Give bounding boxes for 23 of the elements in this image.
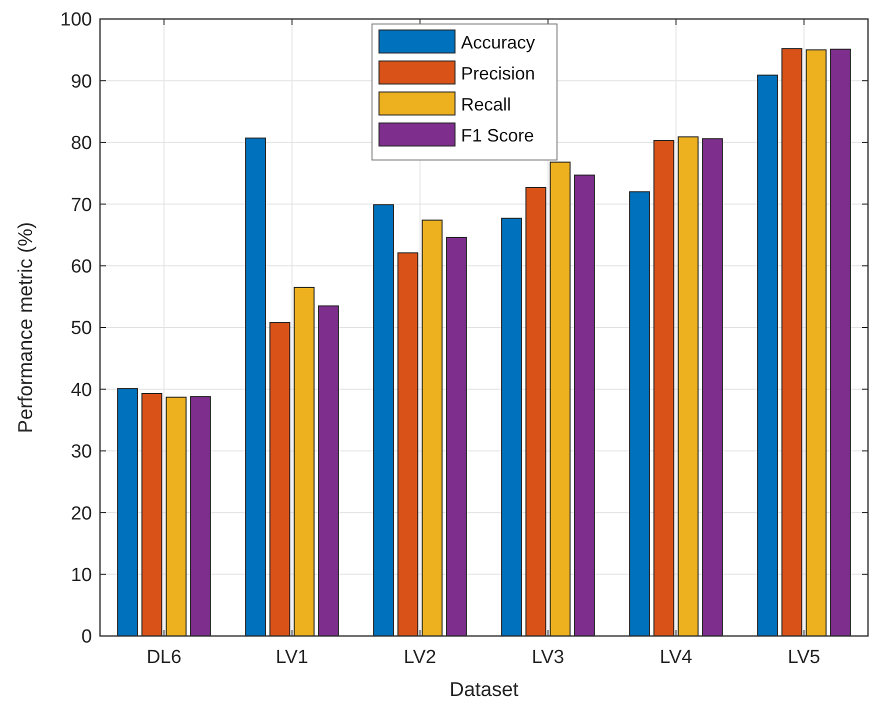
x-tick-label: LV1 [276,647,308,668]
y-tick-label: 40 [70,380,92,401]
y-tick-label: 50 [70,318,92,340]
y-tick-label: 100 [60,10,92,31]
legend-label: Recall [461,94,512,114]
y-tick-label: 60 [70,256,92,278]
y-tick-label: 90 [70,71,92,92]
y-tick-label: 70 [70,194,92,216]
y-tick-label: 30 [70,442,92,463]
x-tick-label: LV5 [788,647,820,668]
y-tick-label: 80 [70,133,92,154]
x-tick-label: LV3 [532,647,564,668]
y-tick-label: 20 [70,503,92,524]
legend-label: Precision [461,63,536,84]
legend-label: Accuracy [461,32,536,52]
x-tick-label: LV2 [404,647,436,668]
x-tick-label: DL6 [146,647,182,668]
x-axis-title: Dataset [450,679,519,701]
legend-label: F1 Score [461,125,534,146]
y-tick-label: 0 [81,626,92,648]
x-tick-label: LV4 [660,647,693,668]
y-axis-title: Performance metric (%) [15,222,37,434]
y-tick-label: 10 [70,564,92,586]
